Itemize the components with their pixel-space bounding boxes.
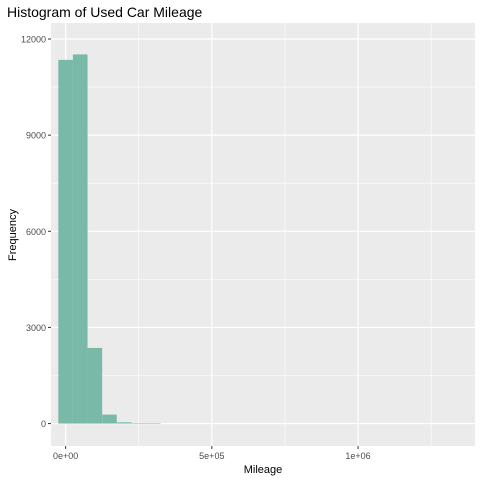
histogram-bar [131,423,147,424]
histogram-bar [116,422,132,424]
x-tick-label: 5e+05 [199,451,224,461]
chart-title: Histogram of Used Car Mileage [7,4,203,20]
y-tick-label: 9000 [26,131,46,141]
plot-panel [51,23,475,446]
histogram-bar [146,423,161,424]
minor-gridlines [51,23,475,446]
histogram-bar [72,54,88,424]
x-axis: 0e+00 5e+05 1e+06 [53,446,371,461]
y-tick-label: 12000 [21,35,46,45]
histogram-bar [87,347,103,424]
histogram-bar [58,59,73,424]
y-axis-label: Frequency [7,209,19,261]
y-tick-label: 0 [41,419,46,429]
y-tick-label: 6000 [26,227,46,237]
histogram-bar [102,414,117,424]
y-axis: 0 3000 6000 9000 12000 [21,35,51,429]
x-axis-label: Mileage [244,464,283,476]
histogram-bars [58,54,161,424]
y-tick-label: 3000 [26,323,46,333]
x-tick-label: 0e+00 [53,451,78,461]
x-tick-label: 1e+06 [345,451,370,461]
